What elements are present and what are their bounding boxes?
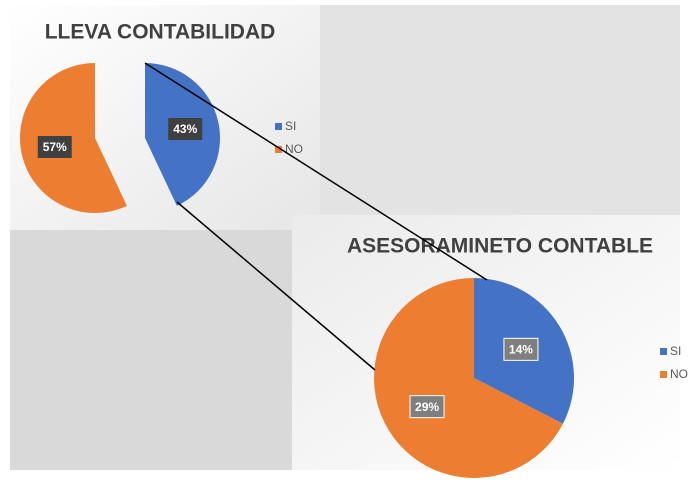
data-label: 29% [415, 400, 439, 414]
legend-swatch [275, 123, 282, 130]
legend-swatch [660, 348, 667, 355]
data-label: 57% [43, 140, 67, 154]
legend-label: NO [285, 142, 303, 156]
pie-slice [374, 278, 563, 478]
label-box [168, 118, 203, 141]
label-box [37, 135, 72, 158]
label-box [503, 337, 539, 361]
label-box [409, 395, 445, 419]
legend-label: SI [670, 344, 681, 358]
legend-label: SI [285, 119, 296, 133]
backdrop [10, 215, 300, 470]
legend-swatch [660, 371, 667, 378]
connector-line [144, 62, 488, 281]
connector-line [176, 201, 376, 371]
data-label: 43% [173, 122, 197, 136]
chart-title: ASESORAMINETO CONTABLE [347, 235, 653, 258]
backdrop [320, 5, 680, 215]
pie-slice [20, 62, 127, 214]
legend-swatch [275, 146, 282, 153]
chart-title: LLEVA CONTABILIDAD [45, 21, 276, 44]
legend-label: NO [670, 367, 688, 381]
data-label: 14% [509, 343, 533, 357]
